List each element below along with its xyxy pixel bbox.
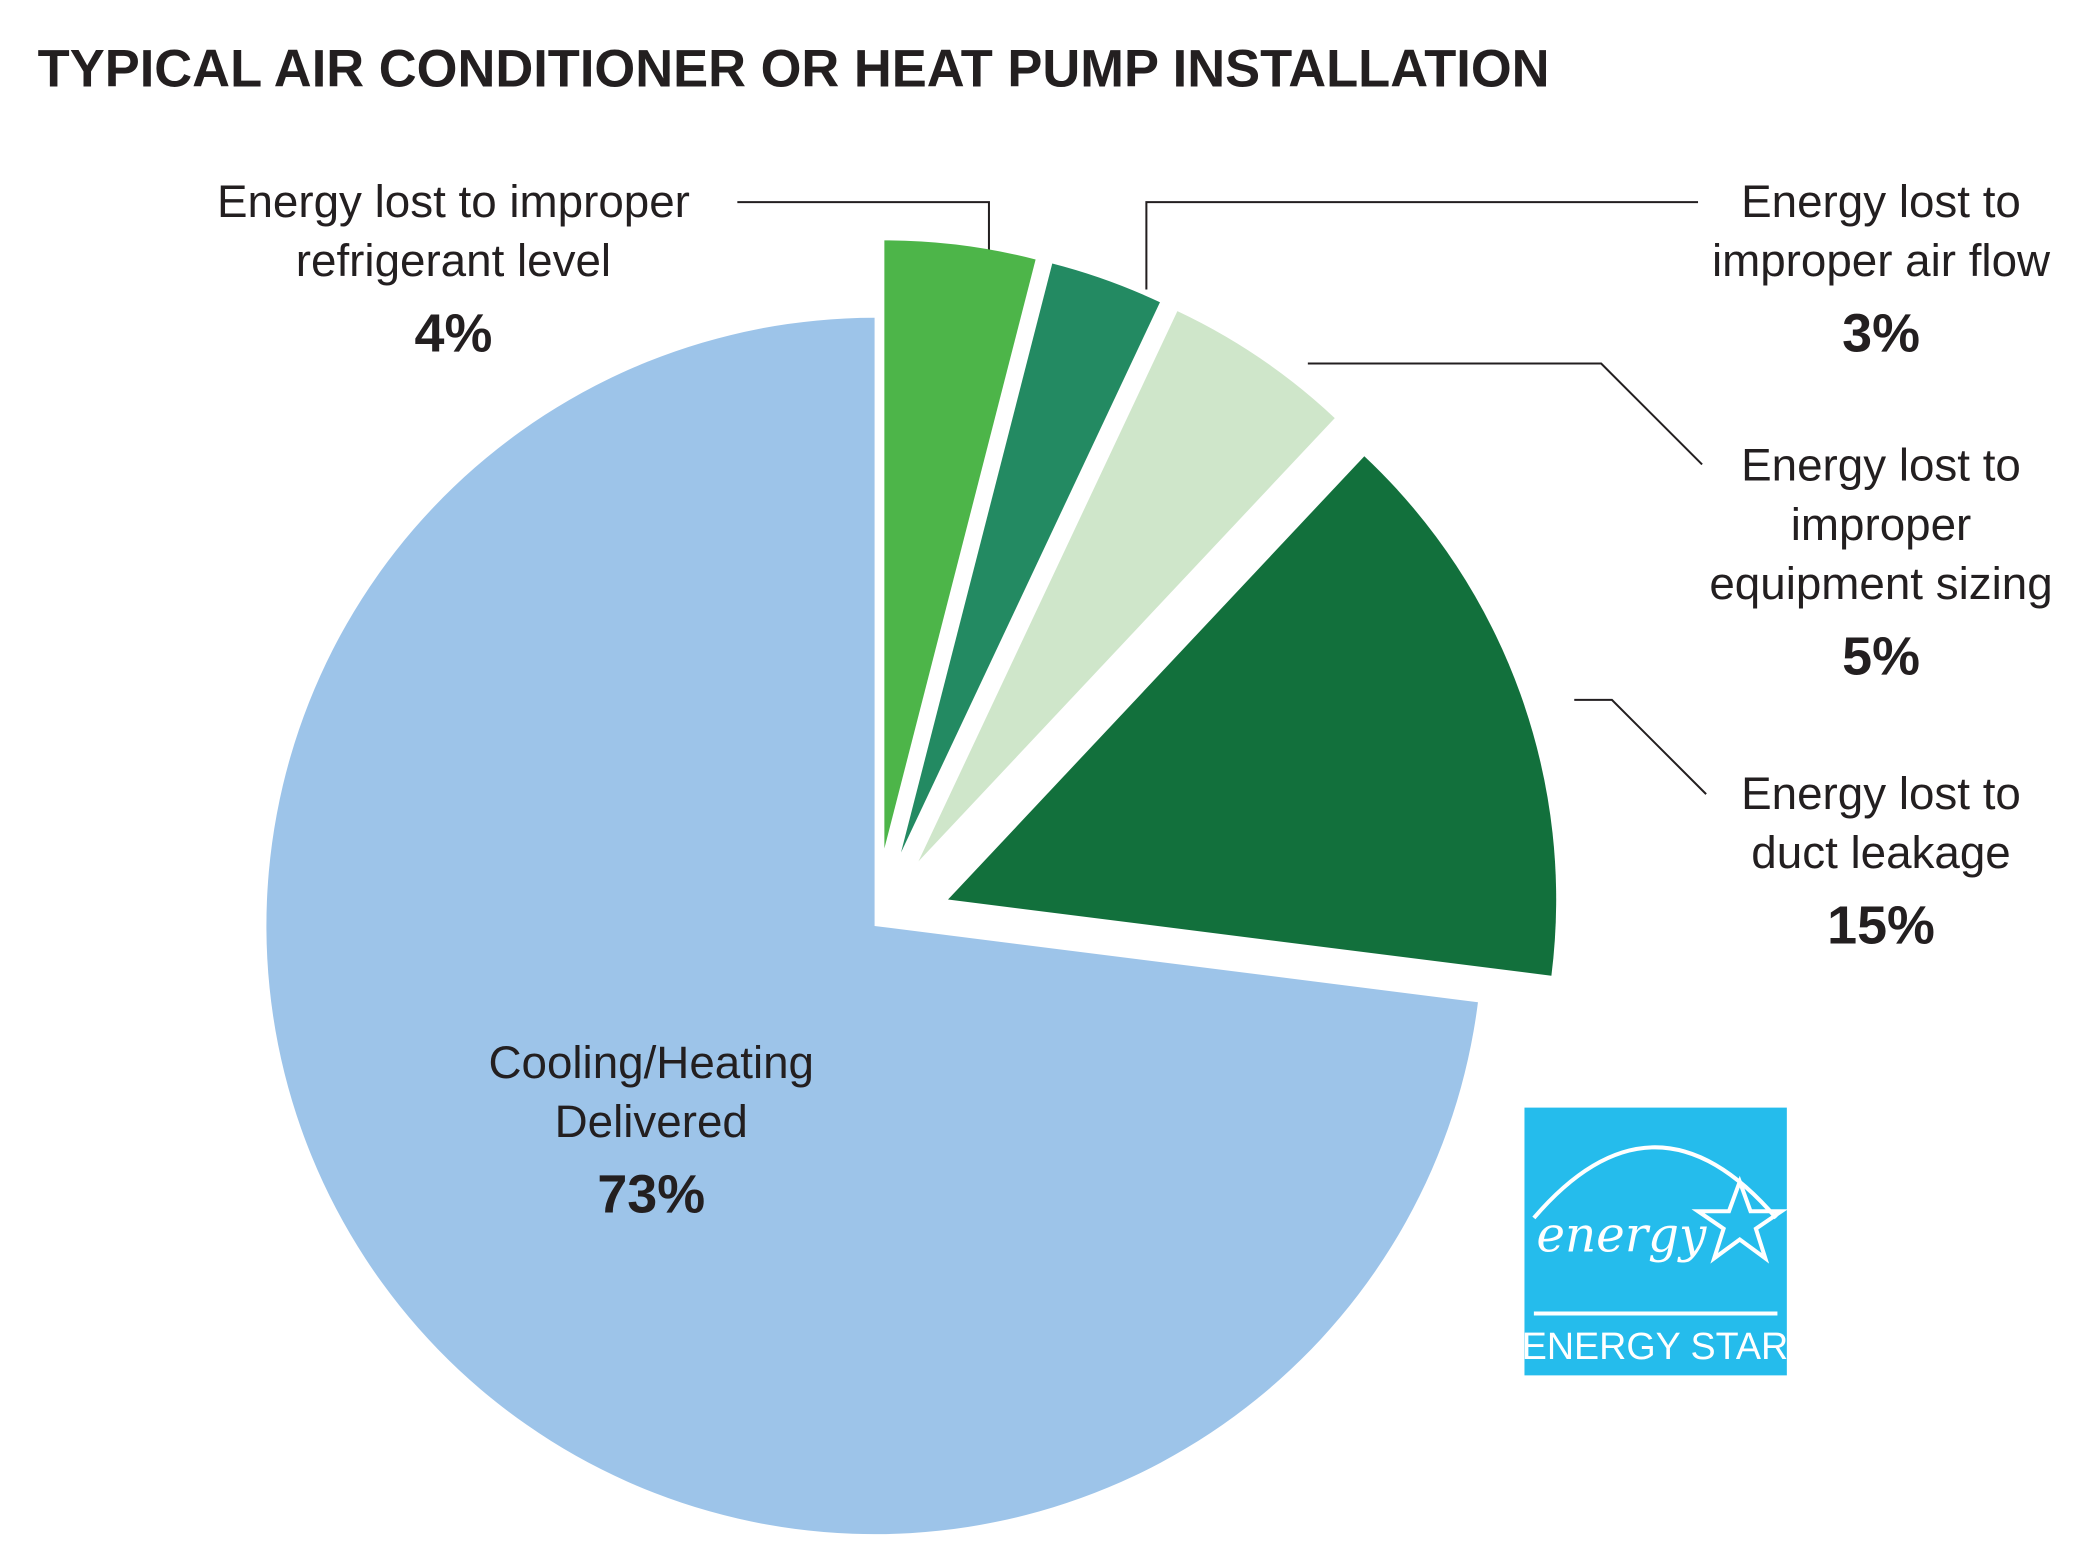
value-label: 5%: [1842, 627, 1920, 687]
slice-label-box: Cooling/Heating Delivered: [488, 1037, 814, 1148]
energy-star-logo: energy ENERGY STAR: [1522, 1107, 1788, 1376]
leader-line: [1574, 698, 1707, 795]
value-label-box: 73%: [597, 1165, 706, 1225]
slice-label: Cooling/Heating Delivered: [488, 1037, 814, 1148]
pie-slice: [901, 263, 1160, 853]
slice-label: Energy lost to improper equipment sizing: [1709, 440, 2053, 610]
pie-slice: [918, 311, 1335, 862]
logo-script: energy: [1536, 1208, 1707, 1264]
value-label-box: 4%: [414, 304, 493, 364]
value-label-box: 5%: [1842, 627, 1920, 687]
chart-title: TYPICAL AIR CONDITIONER OR HEAT PUMP INS…: [38, 40, 1550, 98]
slice-label-box: Energy lost to duct leakage: [1741, 768, 2021, 879]
value-label-box: 15%: [1827, 896, 1935, 956]
leader-lines: [737, 201, 1707, 795]
slice-label: Energy lost to duct leakage: [1741, 768, 2021, 879]
slice-label-box: Energy lost to improper equipment sizing: [1709, 440, 2053, 610]
pie-slice: [884, 240, 1036, 849]
slice-label-box: Energy lost to improper air flow: [1711, 176, 2051, 287]
value-label: 15%: [1827, 896, 1935, 956]
value-label: 4%: [414, 304, 493, 364]
leader-line: [1145, 201, 1699, 290]
pie-slice: [266, 317, 1478, 1535]
slice-label-box: Energy lost to improper refrigerant leve…: [216, 176, 690, 287]
value-label: 3%: [1842, 304, 1920, 364]
slice-label: Energy lost to improper refrigerant leve…: [216, 176, 690, 287]
leader-line: [1307, 362, 1703, 466]
value-label-box: 3%: [1842, 304, 1920, 364]
value-label: 73%: [597, 1165, 706, 1225]
pie: [266, 240, 1557, 1535]
logo-arc: [1532, 1145, 1778, 1220]
leader-line: [737, 201, 990, 256]
logo-star: [1691, 1175, 1788, 1264]
slice-label: Energy lost to improper air flow: [1711, 176, 2051, 287]
pie-slice: [948, 456, 1557, 976]
labels: Energy lost to improper refrigerant leve…: [216, 176, 2053, 1225]
logo-text: ENERGY STAR: [1522, 1325, 1788, 1367]
